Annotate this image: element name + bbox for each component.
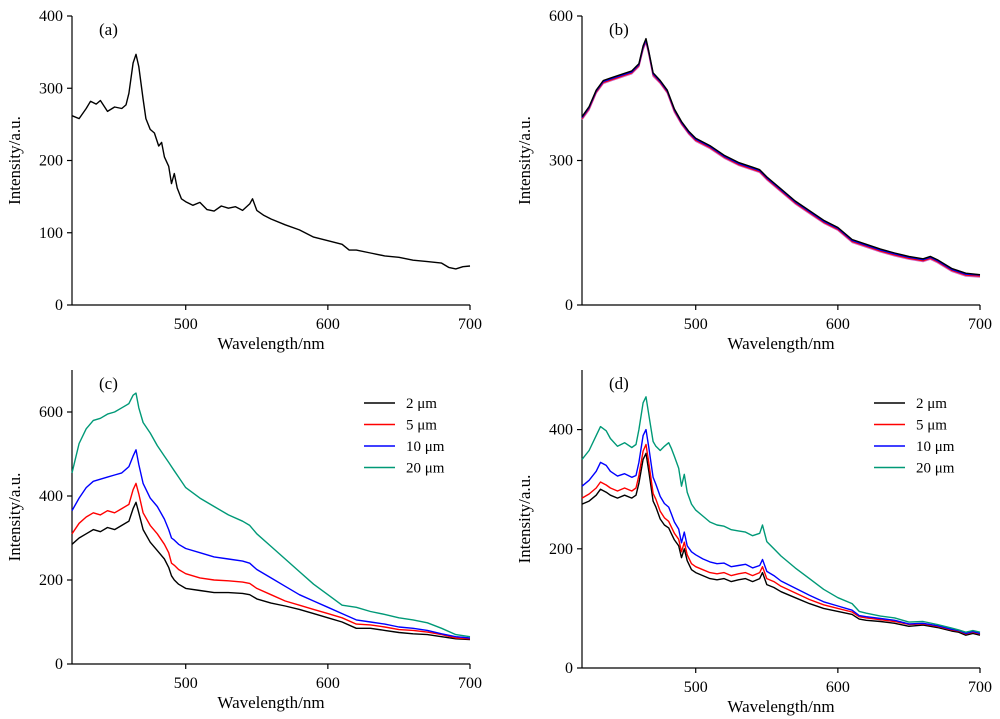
legend-label: 20 μm (916, 461, 955, 477)
series-line-4 (581, 396, 981, 633)
x-axis-label: Wavelength/nm (217, 693, 324, 712)
y-tick-label: 600 (39, 404, 63, 421)
legend-label: 20 μm (406, 461, 445, 477)
y-tick-label: 200 (39, 572, 63, 589)
y-axis-label: Intensity/a.u. (5, 116, 24, 205)
panel-3: 500 600 7000200400600Wavelength/nmIntensit… (5, 370, 482, 712)
y-tick-label: 200 (39, 153, 63, 170)
y-tick-label: 400 (39, 8, 63, 25)
x-tick-label: 500 (684, 316, 708, 333)
y-axis-label: Intensity/a.u. (515, 475, 534, 564)
series-line-1 (581, 41, 981, 278)
panel-label: (c) (99, 374, 118, 393)
legend-label: 5 μm (916, 418, 947, 434)
x-tick-label: 700 (968, 679, 992, 696)
series-line-1 (71, 53, 471, 270)
panel-label: (a) (99, 20, 118, 39)
y-tick-label: 0 (55, 656, 63, 673)
y-tick-label: 600 (549, 8, 573, 25)
series-line-2 (71, 482, 471, 640)
panel-1: 500 600 700 0 100 200 300 400 Wavelength/nm Inten… (5, 8, 482, 353)
y-tick-label: 0 (565, 297, 573, 314)
x-tick-label: 600 (826, 679, 850, 696)
series-line-3 (581, 39, 981, 276)
series-line-3 (581, 428, 981, 635)
x-tick-label: 600 (316, 675, 340, 692)
legend: 2 μm 5 μm 10 μm 20 μm (874, 396, 955, 477)
x-tick-label: 500 (174, 675, 198, 692)
x-axis-label: Wavelength/nm (217, 334, 324, 353)
panel-2: 500 600 7000300600Wavelength/nmIntensity/a… (515, 8, 992, 353)
y-tick-label: 100 (39, 225, 63, 242)
legend-label: 5 μm (406, 418, 437, 434)
x-axis-label: Wavelength/nm (727, 334, 834, 353)
x-tick-label: 600 (316, 316, 340, 333)
legend-label: 2 μm (916, 396, 947, 412)
legend-label: 10 μm (916, 439, 955, 455)
x-tick-label: 600 (826, 316, 850, 333)
series-line-4 (71, 392, 471, 638)
series-line-2 (581, 40, 981, 277)
x-tick-label: 700 (458, 316, 482, 333)
series-line-3 (71, 449, 471, 639)
panel-label: (b) (609, 20, 629, 39)
series-line-1 (581, 452, 981, 636)
y-axis-label: Intensity/a.u. (5, 473, 24, 562)
panel-label: (d) (609, 374, 629, 393)
y-tick-label: 0 (565, 660, 573, 677)
y-tick-label: 300 (549, 153, 573, 170)
series-line-1 (71, 501, 471, 641)
legend-label: 2 μm (406, 396, 437, 412)
legend: 2 μm 5 μm 10 μm 20 μm (364, 396, 445, 477)
y-tick-label: 400 (549, 422, 573, 439)
panel-4: 500 600 700 0 200 400 Wavelength/nm Intensity/a… (515, 370, 992, 716)
y-tick-label: 200 (549, 541, 573, 558)
y-axis-label: Intensity/a.u. (515, 116, 534, 205)
x-tick-label: 500 (174, 316, 198, 333)
legend-label: 10 μm (406, 439, 445, 455)
x-tick-label: 700 (968, 316, 992, 333)
x-tick-label: 700 (458, 675, 482, 692)
y-tick-label: 400 (39, 488, 63, 505)
y-tick-label: 300 (39, 80, 63, 97)
x-tick-label: 500 (684, 679, 708, 696)
series-line-2 (581, 443, 981, 635)
series-line-4 (581, 37, 981, 276)
y-tick-label: 0 (55, 297, 63, 314)
x-axis-label: Wavelength/nm (727, 697, 834, 716)
